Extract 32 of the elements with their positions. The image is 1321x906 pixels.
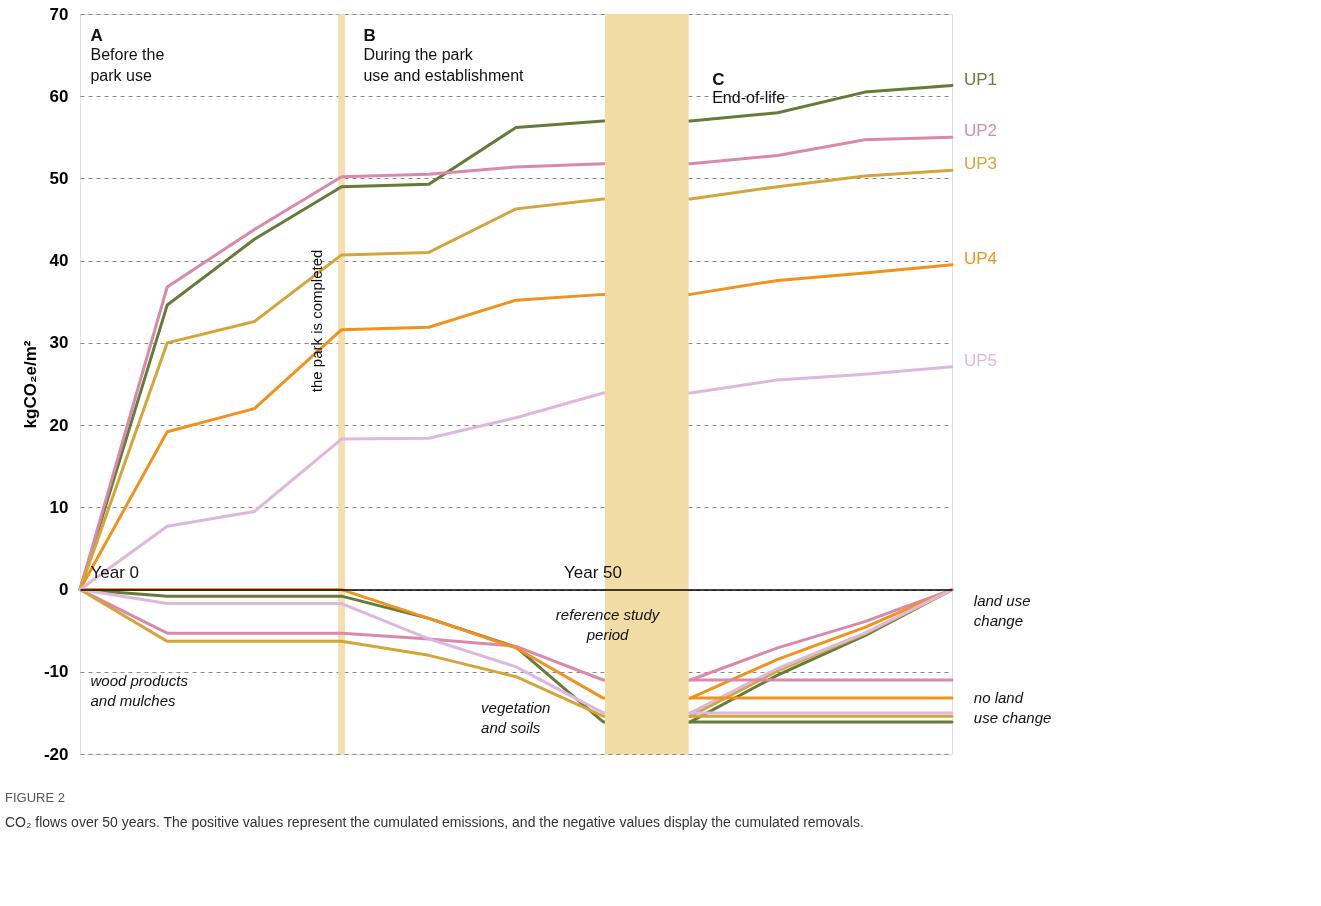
annotation: B bbox=[363, 25, 376, 45]
y-tick-label: 50 bbox=[49, 168, 69, 188]
annotation: Year 50 bbox=[563, 562, 622, 582]
y-tick-label: 20 bbox=[49, 415, 69, 435]
y-tick-label: 40 bbox=[49, 251, 69, 271]
y-tick-label: -10 bbox=[43, 662, 69, 682]
annotation: wood products and mulches bbox=[90, 672, 189, 710]
text: land use change bbox=[973, 591, 1031, 629]
text: no land use change bbox=[973, 688, 1052, 726]
annotation: A bbox=[90, 25, 103, 45]
y-tick-label: -20 bbox=[43, 744, 69, 764]
annotation: reference study period bbox=[555, 605, 661, 643]
annotation: Before the park use bbox=[90, 45, 165, 84]
text: CO₂ flows over 50 years. The positive values represent the cumulated emissions, and the negative values display the cumulated removals. bbox=[5, 814, 864, 830]
caption: FIGURE 2 bbox=[5, 790, 65, 805]
annotation: Year 0 bbox=[90, 562, 139, 582]
y-tick-label: 70 bbox=[49, 4, 69, 24]
y-tick-label: 0 bbox=[59, 580, 69, 600]
annotation: vegetation and soils bbox=[481, 699, 551, 737]
y-axis-title: kgCO₂e/m² bbox=[20, 340, 40, 429]
annotation: C bbox=[712, 69, 725, 89]
series-label: UP3 bbox=[964, 154, 998, 174]
series-label: UP1 bbox=[964, 69, 998, 89]
series-label: UP5 bbox=[964, 350, 998, 370]
annotation: the park is completed bbox=[308, 249, 326, 393]
y-tick-label: 60 bbox=[49, 86, 69, 106]
y-tick-label: 10 bbox=[49, 497, 69, 517]
series-label: UP2 bbox=[964, 121, 998, 141]
series-label: UP4 bbox=[964, 248, 998, 268]
annotation: End-of-life bbox=[712, 89, 786, 107]
annotation: During the park use and establishment bbox=[363, 45, 525, 84]
y-tick-label: 30 bbox=[49, 333, 69, 353]
